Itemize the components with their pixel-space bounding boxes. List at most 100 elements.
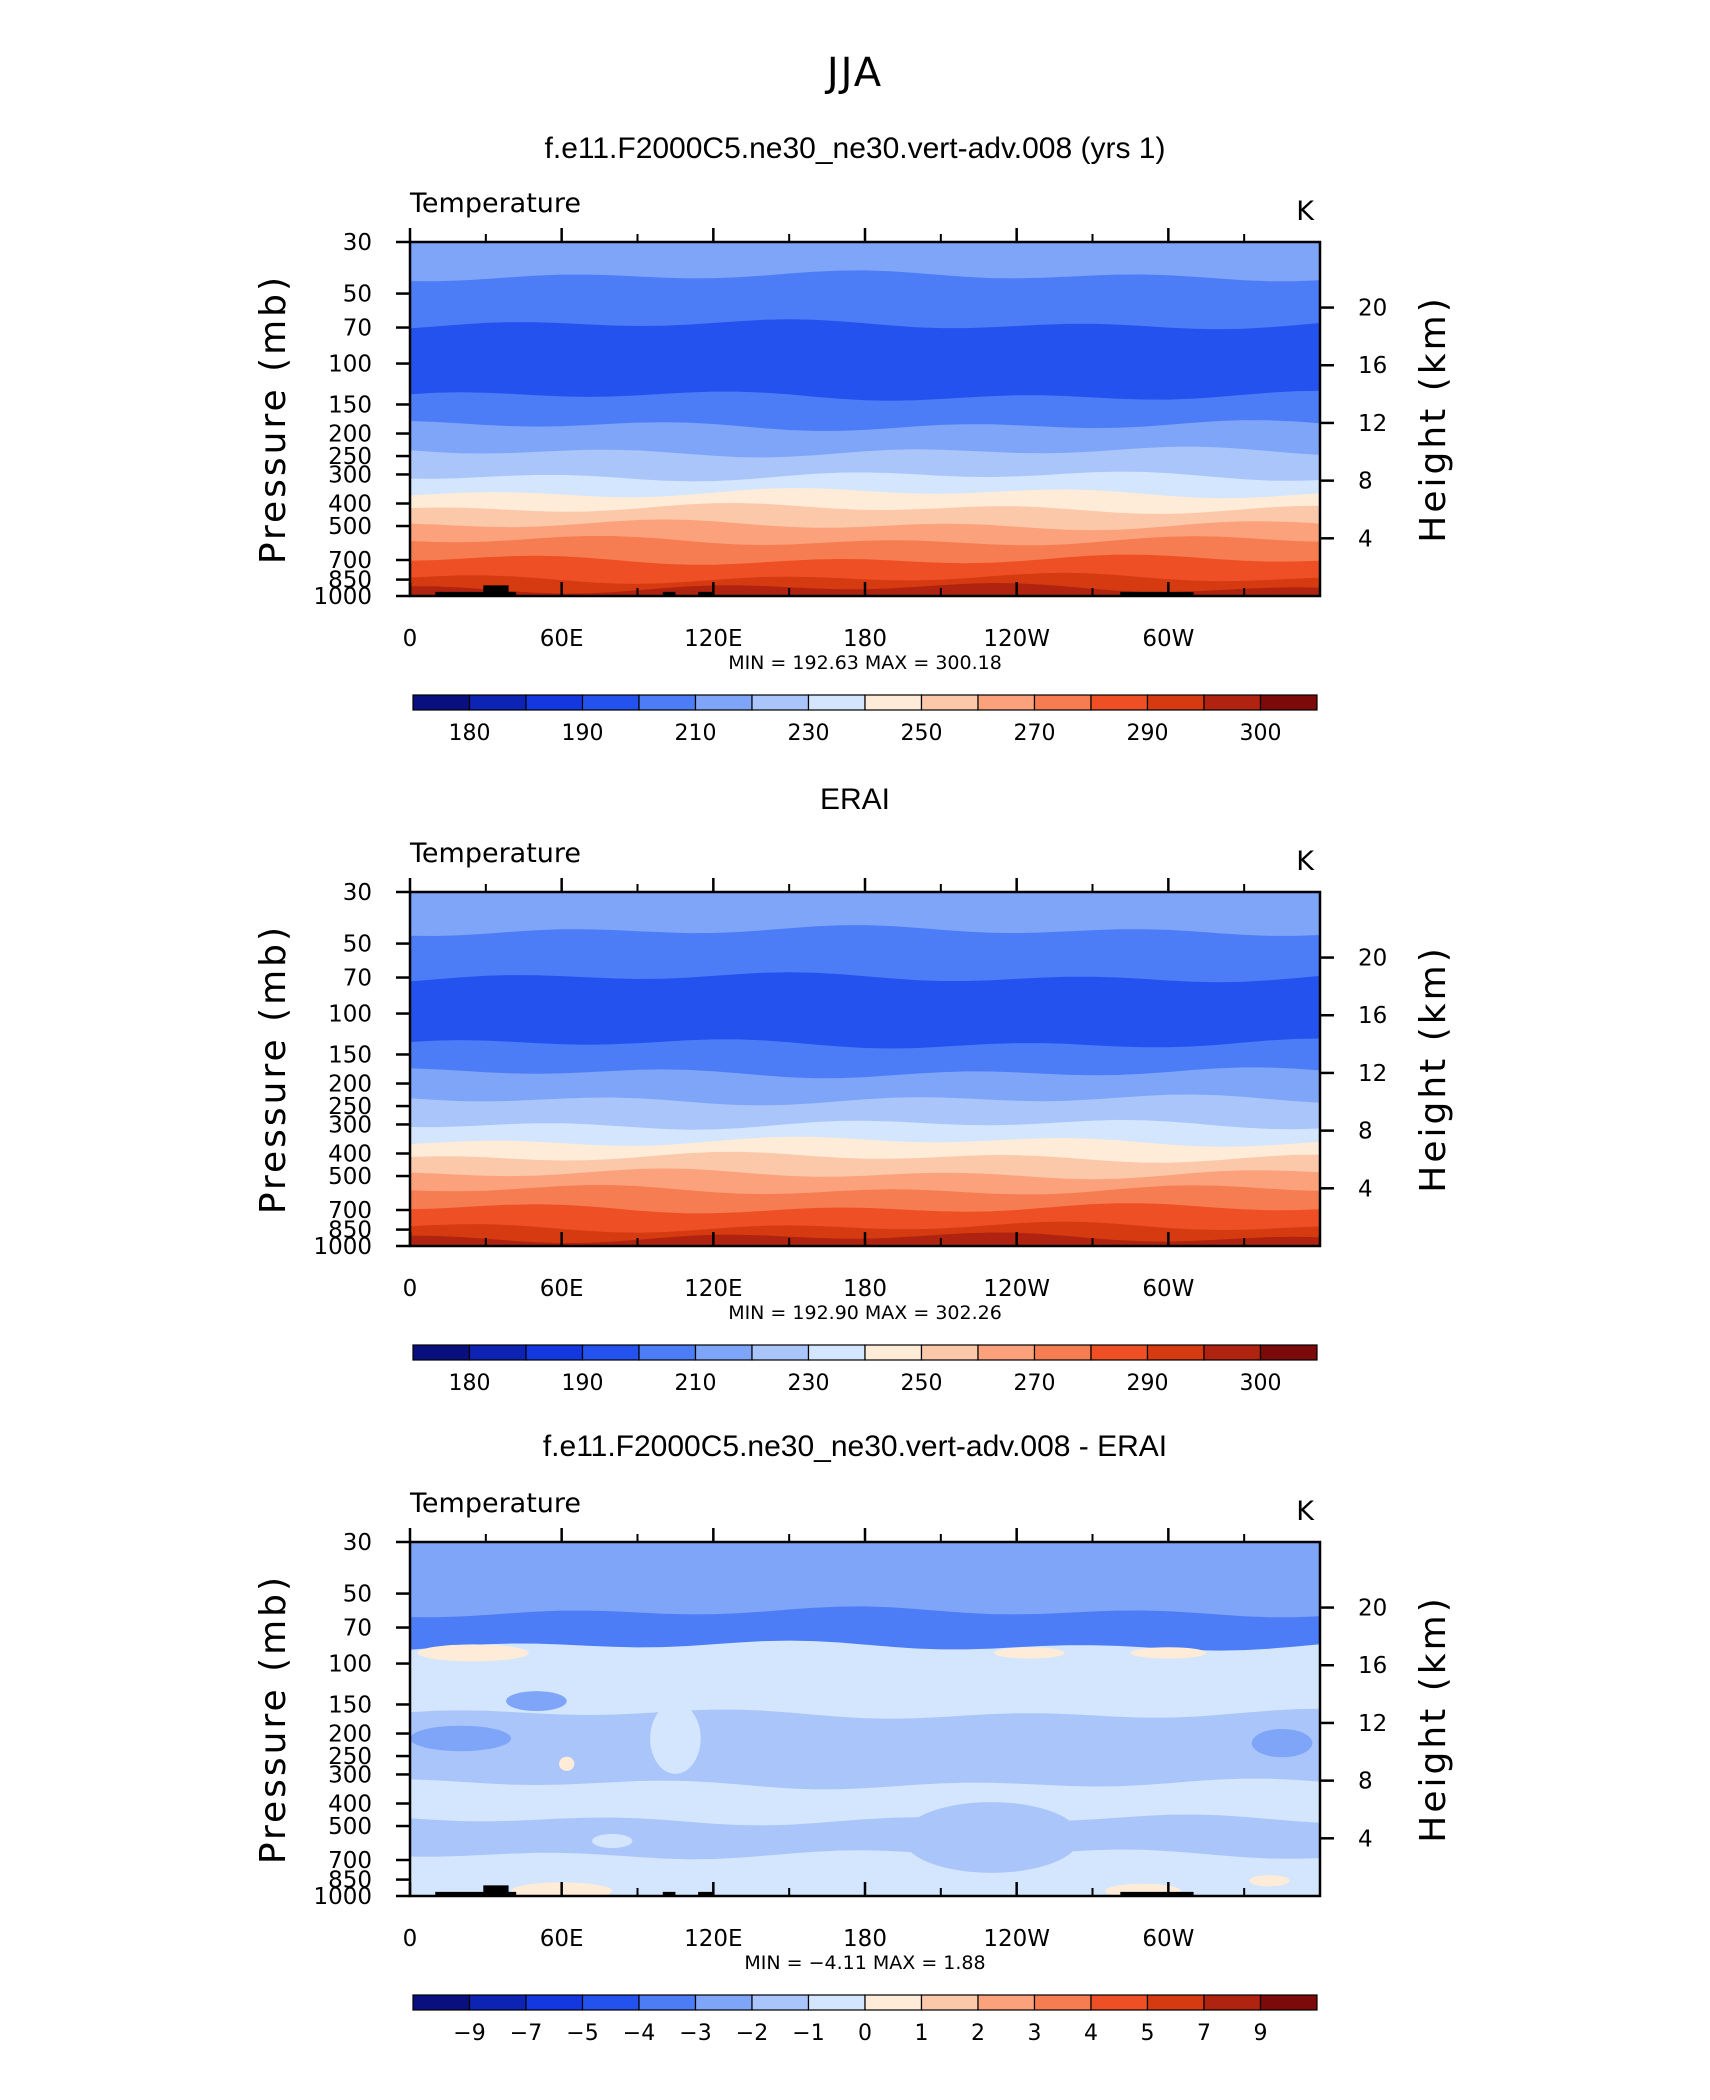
y-tick-label: 700 bbox=[328, 1198, 372, 1224]
colorbar-label: 230 bbox=[788, 721, 830, 746]
colorbar-label: 180 bbox=[449, 1371, 491, 1396]
y2-tick-label: 4 bbox=[1358, 1176, 1373, 1202]
y2-tick-label: 20 bbox=[1358, 946, 1387, 972]
colorbar-label: 290 bbox=[1127, 1371, 1169, 1396]
y-tick-label: 700 bbox=[328, 548, 372, 574]
colorbar-box bbox=[807, 1994, 866, 2011]
x-tick-label: 120W bbox=[983, 1276, 1050, 1302]
y-tick-label: 200 bbox=[328, 422, 372, 448]
colorbar-label: 1 bbox=[915, 2021, 929, 2046]
topography-mask bbox=[1120, 1891, 1194, 1896]
x-tick-label: 0 bbox=[403, 1926, 418, 1952]
colorbar-label: 0 bbox=[858, 2021, 872, 2046]
x-tick-label: 60W bbox=[1142, 1926, 1194, 1952]
contour-field bbox=[410, 1542, 1320, 1896]
panel-difference-temperature: 0 60E 120E 180 120W 60W3050701001502002503004… bbox=[253, 1488, 1454, 2046]
y2-axis-label: Height (km) bbox=[1413, 1595, 1454, 1842]
contour-band bbox=[410, 972, 1320, 1052]
contour-patch bbox=[1251, 1728, 1313, 1758]
colorbar-box bbox=[1259, 694, 1318, 711]
y2-tick-label: 12 bbox=[1358, 1711, 1387, 1737]
contour-field bbox=[410, 242, 1320, 596]
contour-patch bbox=[1130, 1647, 1207, 1659]
colorbar-box bbox=[751, 1994, 810, 2011]
y-tick-label: 850 bbox=[328, 1218, 372, 1244]
y2-tick-label: 8 bbox=[1358, 469, 1373, 495]
y-tick-label: 50 bbox=[343, 282, 372, 308]
colorbar-box bbox=[1090, 1344, 1149, 1361]
colorbar-label: 190 bbox=[562, 1371, 604, 1396]
colorbar-box bbox=[638, 1344, 697, 1361]
panel-model-temperature: 0 60E 120E 180 120W 60W3050701001502002503004… bbox=[253, 188, 1454, 746]
colorbar-label: 3 bbox=[1028, 2021, 1042, 2046]
y-tick-label: 1000 bbox=[313, 1234, 372, 1260]
y2-tick-label: 20 bbox=[1358, 296, 1387, 322]
colorbar-box bbox=[1146, 1344, 1205, 1361]
colorbar-box bbox=[1203, 694, 1262, 711]
y-tick-label: 30 bbox=[343, 880, 372, 906]
contour-patch bbox=[410, 1725, 512, 1752]
y-tick-label: 250 bbox=[328, 444, 372, 470]
colorbar-label: 300 bbox=[1240, 721, 1282, 746]
topography-mask bbox=[1120, 591, 1194, 596]
colorbar-box bbox=[468, 1994, 527, 2011]
topography-mask bbox=[698, 1891, 714, 1896]
panel-2-title: ERAI bbox=[819, 783, 891, 816]
y2-tick-label: 12 bbox=[1358, 1061, 1387, 1087]
contour-patch bbox=[506, 1691, 567, 1711]
y2-tick-label: 8 bbox=[1358, 1119, 1373, 1145]
contour-patch bbox=[417, 1644, 529, 1662]
contour-patch bbox=[993, 1647, 1065, 1659]
colorbar-box bbox=[525, 1994, 584, 2011]
colorbar-label: −4 bbox=[623, 2021, 655, 2046]
colorbar-box bbox=[468, 1344, 527, 1361]
y-tick-label: 70 bbox=[343, 1616, 372, 1642]
colorbar-box bbox=[525, 694, 584, 711]
y-tick-label: 70 bbox=[343, 966, 372, 992]
topography-mask bbox=[435, 1891, 517, 1896]
colorbar-label: −2 bbox=[736, 2021, 768, 2046]
x-tick-label: 0 bbox=[403, 626, 418, 652]
min-max-label: MIN = 192.90 MAX = 302.26 bbox=[728, 1302, 1002, 1324]
colorbar-label: 250 bbox=[901, 721, 943, 746]
contour-band bbox=[410, 270, 1320, 333]
y2-axis-label: Height (km) bbox=[1413, 295, 1454, 542]
colorbar-label: 270 bbox=[1014, 1371, 1056, 1396]
colorbar-box bbox=[864, 1994, 923, 2011]
y-tick-label: 70 bbox=[343, 316, 372, 342]
colorbar-label: −3 bbox=[679, 2021, 711, 2046]
colorbar-box bbox=[525, 1344, 584, 1361]
x-tick-label: 0 bbox=[403, 1276, 418, 1302]
colorbar-label: 300 bbox=[1240, 1371, 1282, 1396]
variable-label: Temperature bbox=[409, 188, 581, 219]
colorbar-box bbox=[638, 694, 697, 711]
y-tick-label: 500 bbox=[328, 514, 372, 540]
y-tick-label: 500 bbox=[328, 1164, 372, 1190]
colorbar-label: −9 bbox=[453, 2021, 485, 2046]
min-max-label: MIN = −4.11 MAX = 1.88 bbox=[744, 1952, 985, 1974]
panel-1-title: f.e11.F2000C5.ne30_ne30.vert-adv.008 (yr… bbox=[544, 132, 1166, 165]
contour-band bbox=[410, 1849, 1320, 1896]
colorbar-box bbox=[1146, 1994, 1205, 2011]
contour-patch bbox=[592, 1833, 633, 1849]
colorbar-box bbox=[1259, 1994, 1318, 2011]
colorbar-box bbox=[1033, 1994, 1092, 2011]
contour-patch bbox=[902, 1802, 1080, 1873]
topography-mask bbox=[662, 1891, 676, 1896]
contour-patch bbox=[559, 1756, 575, 1771]
colorbar-label: 210 bbox=[675, 1371, 717, 1396]
y-tick-label: 500 bbox=[328, 1814, 372, 1840]
colorbar-box bbox=[977, 1994, 1036, 2011]
y2-tick-label: 4 bbox=[1358, 526, 1373, 552]
y2-axis-label: Height (km) bbox=[1413, 945, 1454, 1192]
y-tick-label: 300 bbox=[328, 1112, 372, 1138]
y-tick-label: 50 bbox=[343, 932, 372, 958]
y-tick-label: 1000 bbox=[313, 584, 372, 610]
y-tick-label: 400 bbox=[328, 491, 372, 517]
contour-patch bbox=[650, 1703, 701, 1774]
colorbar-box bbox=[581, 1344, 640, 1361]
colorbar-box bbox=[1090, 1994, 1149, 2011]
colorbar-label: 180 bbox=[449, 721, 491, 746]
y2-tick-label: 16 bbox=[1358, 1003, 1387, 1029]
